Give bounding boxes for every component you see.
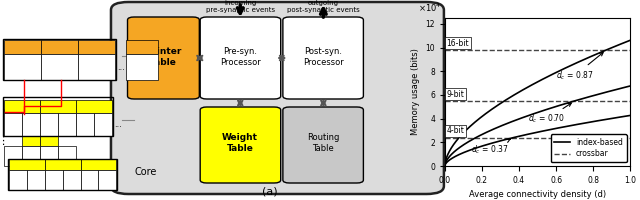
Bar xyxy=(4,113,22,136)
Text: 4-bit: 4-bit xyxy=(447,126,465,135)
Bar xyxy=(76,100,112,113)
Bar xyxy=(22,113,40,136)
Text: $d_c$ = 0.87: $d_c$ = 0.87 xyxy=(556,53,603,82)
Bar xyxy=(4,146,22,166)
Legend: index-based, crossbar: index-based, crossbar xyxy=(550,134,627,162)
Text: 9-bit: 9-bit xyxy=(447,90,465,99)
Text: n: n xyxy=(25,162,28,167)
Bar xyxy=(126,40,157,54)
Text: $\times10^4$: $\times10^4$ xyxy=(418,2,441,14)
Text: m: m xyxy=(29,139,34,144)
Text: 2: 2 xyxy=(56,102,61,111)
Bar xyxy=(40,146,58,166)
Text: 1: 1 xyxy=(83,122,87,127)
Text: 3: 3 xyxy=(92,102,97,111)
FancyBboxPatch shape xyxy=(127,17,199,99)
Bar xyxy=(42,40,78,54)
Text: n+1: n+1 xyxy=(57,162,68,167)
Bar xyxy=(3,96,113,136)
Bar xyxy=(45,159,81,170)
FancyBboxPatch shape xyxy=(111,2,444,194)
Text: 0: 0 xyxy=(47,122,51,127)
Text: Post-syn.
Processor: Post-syn. Processor xyxy=(303,47,344,67)
Bar xyxy=(40,113,58,136)
Bar xyxy=(58,113,76,136)
Text: &pro₃: &pro₃ xyxy=(88,64,106,70)
FancyBboxPatch shape xyxy=(200,17,281,99)
Text: Routing
Table: Routing Table xyxy=(307,133,340,153)
Bar xyxy=(78,40,115,54)
Text: &pro₁: &pro₁ xyxy=(14,64,32,70)
Bar xyxy=(3,39,116,80)
Bar xyxy=(78,54,115,80)
Bar xyxy=(8,159,117,190)
Text: w₈,₄₋₇: w₈,₄₋₇ xyxy=(28,178,43,183)
Text: Pre-syn.
Processor: Pre-syn. Processor xyxy=(220,47,260,67)
Bar xyxy=(4,40,42,54)
Text: 1: 1 xyxy=(16,178,19,183)
Text: $d_c$ = 0.70: $d_c$ = 0.70 xyxy=(528,103,572,125)
Text: 1: 1 xyxy=(47,154,51,159)
Text: w₄,₁: w₄,₁ xyxy=(97,122,109,127)
Text: 9: 9 xyxy=(29,154,33,159)
X-axis label: Average connectivity density (d): Average connectivity density (d) xyxy=(469,190,606,199)
Text: &pro₂: &pro₂ xyxy=(51,64,68,70)
Text: (a): (a) xyxy=(262,186,278,196)
Text: 2: 2 xyxy=(65,122,69,127)
Text: w₈,₄: w₈,₄ xyxy=(102,178,113,183)
FancyBboxPatch shape xyxy=(200,107,281,183)
Bar xyxy=(76,113,94,136)
Text: 0: 0 xyxy=(52,178,55,183)
Bar xyxy=(27,170,45,190)
Text: 2: 2 xyxy=(58,42,62,51)
FancyBboxPatch shape xyxy=(283,107,364,183)
Bar xyxy=(42,54,78,80)
Bar xyxy=(22,146,40,166)
Bar xyxy=(40,136,58,146)
Bar xyxy=(9,170,27,190)
Bar xyxy=(126,54,157,80)
Text: 6: 6 xyxy=(70,178,73,183)
Text: ...: ... xyxy=(118,62,125,72)
Bar xyxy=(40,100,76,113)
Text: 3: 3 xyxy=(94,42,99,51)
Bar xyxy=(4,100,40,113)
Text: m+1: m+1 xyxy=(43,139,55,144)
Text: 0: 0 xyxy=(12,154,15,159)
Text: Weight
Table: Weight Table xyxy=(222,133,258,153)
Text: $d_c$ = 0.37: $d_c$ = 0.37 xyxy=(471,139,510,156)
Text: 1: 1 xyxy=(20,102,25,111)
Text: A: A xyxy=(140,42,145,51)
Bar xyxy=(58,146,76,166)
Bar xyxy=(4,54,42,80)
Bar xyxy=(63,170,81,190)
Text: 1: 1 xyxy=(88,178,91,183)
Text: Core: Core xyxy=(134,167,156,177)
Bar xyxy=(22,136,40,146)
Y-axis label: Memory usage (bits): Memory usage (bits) xyxy=(411,49,420,135)
Text: ⋮: ⋮ xyxy=(0,136,8,146)
Bar xyxy=(94,113,112,136)
Text: 1: 1 xyxy=(12,122,15,127)
Text: ...: ... xyxy=(115,120,122,129)
Text: 16-bit: 16-bit xyxy=(447,39,469,48)
Text: Pointer
Table: Pointer Table xyxy=(145,47,182,67)
Bar xyxy=(45,170,63,190)
FancyBboxPatch shape xyxy=(283,17,364,99)
Text: w₁₀,₂: w₁₀,₂ xyxy=(60,154,74,159)
Text: n+2: n+2 xyxy=(93,162,104,167)
Text: 1: 1 xyxy=(20,42,25,51)
Text: incoming
pre-synaptic events: incoming pre-synaptic events xyxy=(205,0,275,13)
Bar xyxy=(9,159,45,170)
Text: outgoing
post-synaptic events: outgoing post-synaptic events xyxy=(287,0,360,13)
Text: w₁,₁: w₁,₁ xyxy=(26,122,37,127)
Bar xyxy=(81,159,116,170)
Text: &pro₄: &pro₄ xyxy=(133,64,151,70)
Bar xyxy=(99,170,116,190)
Bar xyxy=(81,170,99,190)
